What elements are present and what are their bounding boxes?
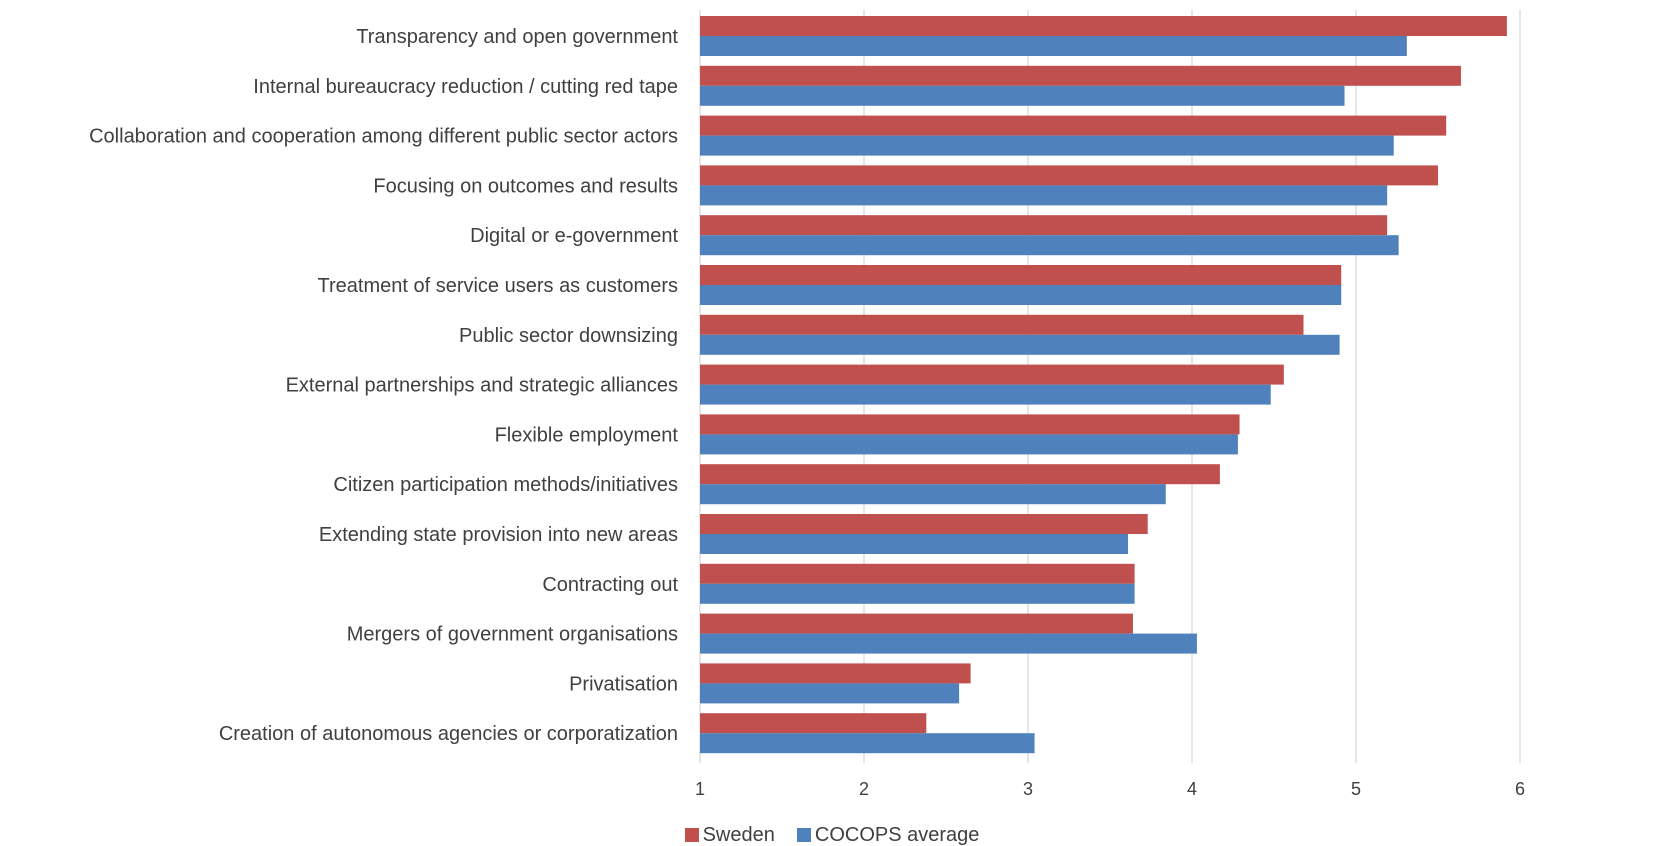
category-label: Treatment of service users as customers [318, 275, 679, 297]
bar-cocops-average [700, 484, 1166, 505]
bar-cocops-average [700, 235, 1399, 256]
category-label: Transparency and open government [356, 26, 678, 48]
legend-swatch-cocops-average [796, 828, 811, 842]
bar-sweden [700, 613, 1133, 634]
bar-sweden [700, 165, 1438, 186]
bar-sweden [700, 215, 1388, 236]
category-label: Digital or e-government [470, 225, 678, 247]
bar-sweden [700, 65, 1461, 86]
category-label: Flexible employment [495, 424, 679, 446]
category-label: Extending state provision into new areas [319, 524, 678, 546]
category-label: Contracting out [542, 574, 678, 596]
x-tick-label: 4 [1187, 779, 1197, 799]
bar-cocops-average [700, 334, 1340, 355]
bar-cocops-average [700, 285, 1342, 305]
legend-item-sweden: Sweden [684, 824, 775, 846]
bar-cocops-average [700, 683, 960, 704]
category-label: Mergers of government organisations [347, 624, 678, 646]
legend-swatch-sweden [684, 828, 699, 842]
bar-cocops-average [700, 384, 1271, 405]
x-tick-label: 2 [859, 779, 869, 799]
x-tick-label: 6 [1515, 779, 1525, 799]
bar-sweden [700, 265, 1342, 285]
legend: Sweden COCOPS average [0, 824, 1664, 846]
category-label: Collaboration and cooperation among diff… [89, 126, 678, 148]
bar-cocops-average [700, 534, 1129, 554]
legend-label-cocops-average: COCOPS average [814, 824, 980, 846]
bar-sweden [700, 414, 1240, 435]
category-label: Creation of autonomous agencies or corpo… [219, 723, 678, 745]
category-label: Internal bureaucracy reduction / cutting… [253, 76, 678, 98]
bar-sweden [700, 464, 1220, 485]
legend-item-cocops-average: COCOPS average [796, 824, 980, 846]
bar-sweden [700, 314, 1304, 335]
bar-cocops-average [700, 36, 1407, 56]
bar-sweden [700, 563, 1135, 584]
bar-chart: Transparency and open government Internal… [89, 10, 1525, 799]
bar-cocops-average [700, 434, 1238, 455]
legend-label-sweden: Sweden [702, 824, 775, 846]
bar-sweden [700, 364, 1284, 385]
bar-cocops-average [700, 135, 1394, 156]
x-tick-label: 5 [1351, 779, 1361, 799]
bar-cocops-average [700, 733, 1035, 754]
category-label: Public sector downsizing [459, 325, 678, 347]
bar-sweden [700, 713, 927, 734]
bar-cocops-average [700, 583, 1135, 604]
bar-cocops-average [700, 185, 1388, 206]
bar-sweden [700, 663, 971, 684]
category-label: Focusing on outcomes and results [373, 175, 678, 197]
bar-cocops-average [700, 85, 1345, 106]
category-label: Privatisation [569, 673, 678, 695]
x-tick-label: 1 [695, 779, 705, 799]
bar-sweden [700, 16, 1507, 36]
bar-sweden [700, 115, 1447, 136]
x-tick-label: 3 [1023, 779, 1033, 799]
bar-sweden [700, 514, 1148, 534]
category-label: Citizen participation methods/initiative… [333, 474, 678, 496]
category-label: External partnerships and strategic alli… [286, 375, 678, 397]
bar-cocops-average [700, 633, 1197, 654]
